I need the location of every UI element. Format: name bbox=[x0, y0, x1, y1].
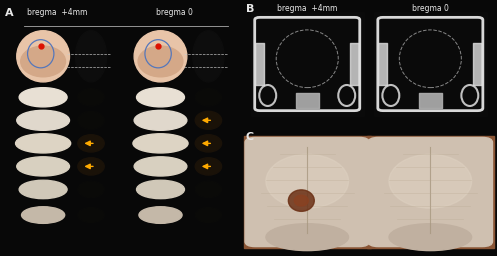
Ellipse shape bbox=[294, 195, 309, 206]
Ellipse shape bbox=[193, 31, 224, 82]
Ellipse shape bbox=[138, 46, 183, 77]
Ellipse shape bbox=[195, 135, 222, 152]
Ellipse shape bbox=[195, 89, 222, 106]
Ellipse shape bbox=[15, 134, 71, 153]
Ellipse shape bbox=[17, 31, 70, 82]
Ellipse shape bbox=[21, 46, 66, 77]
Ellipse shape bbox=[389, 154, 472, 208]
Ellipse shape bbox=[134, 31, 187, 82]
Ellipse shape bbox=[78, 135, 104, 152]
Bar bbox=[367, 136, 494, 248]
Ellipse shape bbox=[17, 110, 70, 130]
Bar bbox=[244, 136, 371, 248]
Text: bregma 0: bregma 0 bbox=[157, 8, 193, 17]
Ellipse shape bbox=[19, 180, 67, 199]
Ellipse shape bbox=[134, 157, 187, 176]
Text: bregma 0: bregma 0 bbox=[412, 4, 449, 13]
Ellipse shape bbox=[133, 134, 188, 153]
Ellipse shape bbox=[19, 88, 67, 107]
Ellipse shape bbox=[195, 208, 222, 222]
Ellipse shape bbox=[78, 208, 104, 222]
Ellipse shape bbox=[21, 207, 65, 223]
Ellipse shape bbox=[17, 157, 70, 176]
Ellipse shape bbox=[137, 180, 184, 199]
Ellipse shape bbox=[288, 190, 314, 211]
Ellipse shape bbox=[139, 207, 182, 223]
Ellipse shape bbox=[195, 181, 222, 198]
Ellipse shape bbox=[78, 158, 104, 175]
Text: C: C bbox=[246, 132, 254, 142]
Text: B: B bbox=[246, 4, 254, 14]
Ellipse shape bbox=[76, 31, 106, 82]
Bar bbox=[251, 12, 364, 116]
FancyBboxPatch shape bbox=[368, 137, 493, 247]
Ellipse shape bbox=[195, 111, 222, 129]
Text: bregma  +4mm: bregma +4mm bbox=[27, 8, 87, 17]
Ellipse shape bbox=[137, 88, 184, 107]
Ellipse shape bbox=[78, 89, 104, 106]
Ellipse shape bbox=[78, 181, 104, 198]
FancyBboxPatch shape bbox=[245, 137, 369, 247]
Ellipse shape bbox=[266, 224, 348, 251]
Ellipse shape bbox=[195, 158, 222, 175]
Bar bbox=[374, 12, 487, 116]
Text: bregma  +4mm: bregma +4mm bbox=[277, 4, 337, 13]
Ellipse shape bbox=[78, 111, 104, 129]
Ellipse shape bbox=[134, 110, 187, 130]
Ellipse shape bbox=[389, 224, 472, 251]
Text: A: A bbox=[5, 8, 13, 18]
Ellipse shape bbox=[266, 154, 348, 208]
